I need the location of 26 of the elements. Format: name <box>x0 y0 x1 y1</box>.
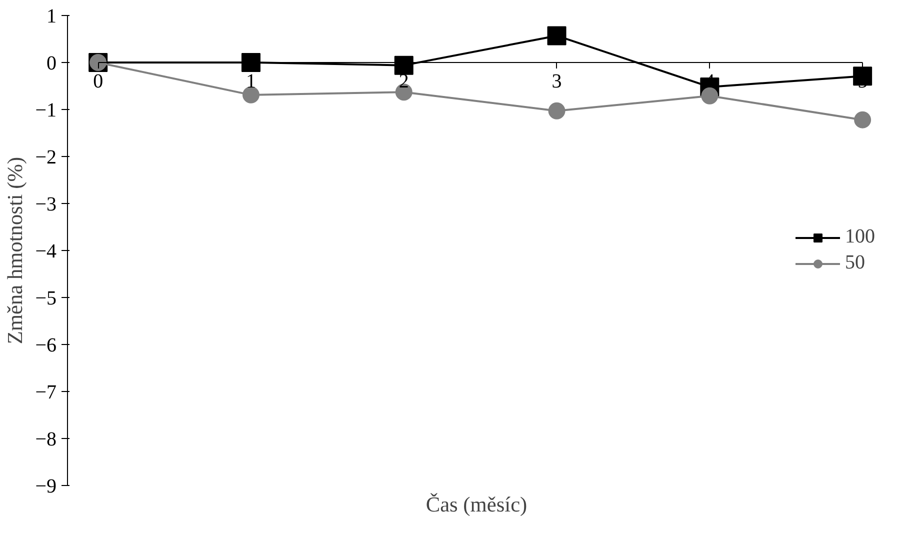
point <box>548 102 566 120</box>
point <box>854 111 872 128</box>
y-tick-label: −8 <box>35 428 56 450</box>
x-tick-label: 3 <box>552 70 562 92</box>
x-tick-label: 0 <box>93 70 104 92</box>
point <box>394 56 414 75</box>
y-tick-label: −7 <box>35 382 56 404</box>
legend-label: 100 <box>845 226 875 248</box>
x-axis-title: Čas (měsíc) <box>426 492 528 516</box>
point <box>701 87 718 104</box>
x-tick-label: 1 <box>246 70 256 92</box>
y-tick-label: −4 <box>35 240 56 262</box>
point <box>241 53 260 72</box>
y-tick-label: −6 <box>35 334 56 356</box>
y-tick-label: −3 <box>35 194 56 216</box>
point <box>547 26 566 46</box>
y-tick-label: −1 <box>35 100 56 122</box>
y-tick-label: −5 <box>35 288 56 310</box>
y-tick-label: 0 <box>46 52 56 74</box>
point <box>242 86 260 104</box>
y-tick-label: −9 <box>35 476 56 498</box>
y-tick-label: 1 <box>46 6 56 28</box>
x-tick-label: 2 <box>398 70 409 92</box>
legend-label: 50 <box>845 252 865 274</box>
y-axis-title: Změna hmotnosti (%) <box>3 156 28 344</box>
y-tick-label: −2 <box>35 146 56 168</box>
